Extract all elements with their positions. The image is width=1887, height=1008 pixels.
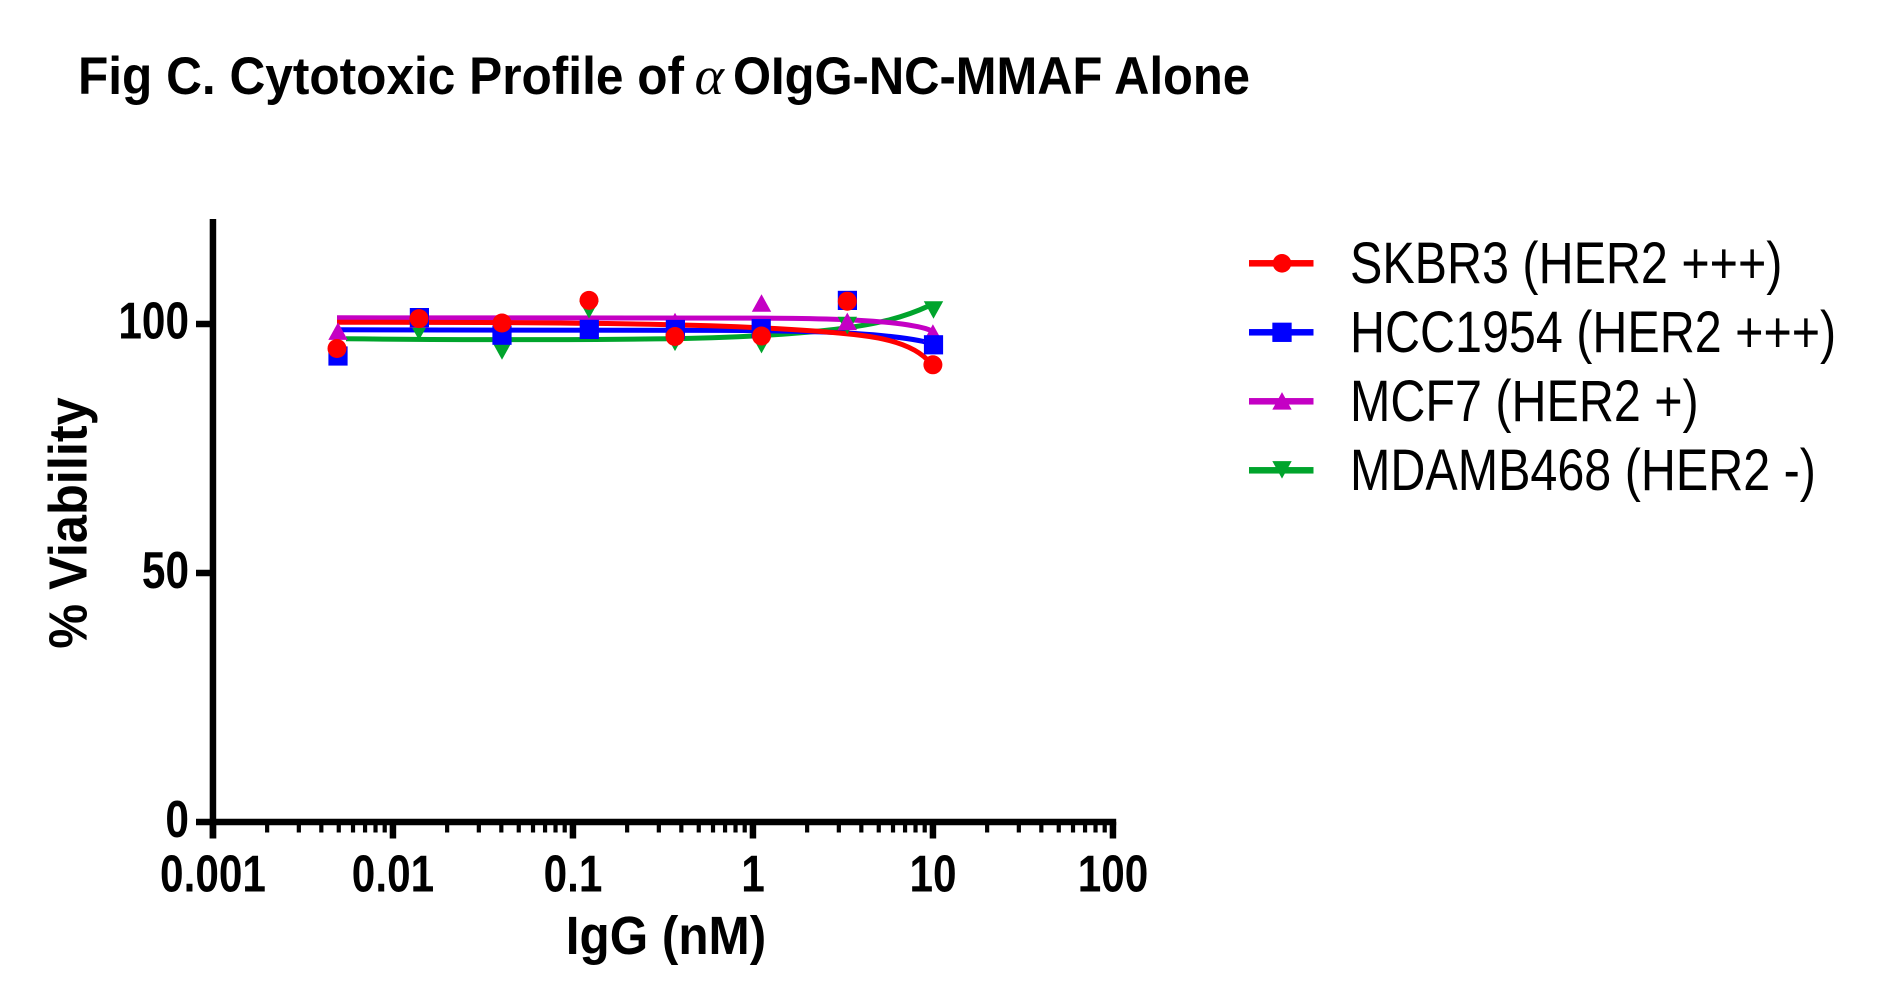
svg-text:% Viability: % Viability xyxy=(39,397,99,649)
svg-text:100: 100 xyxy=(118,292,189,350)
svg-text:IgG (nM): IgG (nM) xyxy=(566,907,766,966)
svg-text:0.1: 0.1 xyxy=(544,845,603,903)
svg-text:MDAMB468 (HER2 -): MDAMB468 (HER2 -) xyxy=(1350,438,1816,503)
svg-text:100: 100 xyxy=(1078,845,1149,903)
svg-text:1: 1 xyxy=(741,845,765,903)
svg-text:MCF7 (HER2 +): MCF7 (HER2 +) xyxy=(1350,369,1699,434)
svg-text:OIgG-NC-MMAF Alone: OIgG-NC-MMAF Alone xyxy=(733,47,1250,106)
svg-text:SKBR3 (HER2 +++): SKBR3 (HER2 +++) xyxy=(1350,231,1782,296)
svg-text:10: 10 xyxy=(909,845,956,903)
svg-text:0: 0 xyxy=(165,790,189,848)
svg-text:50: 50 xyxy=(142,541,189,599)
svg-text:α: α xyxy=(695,46,726,106)
svg-text:HCC1954 (HER2 +++): HCC1954 (HER2 +++) xyxy=(1350,300,1836,365)
svg-text:0.01: 0.01 xyxy=(352,845,434,903)
svg-text:Fig C. Cytotoxic Profile of: Fig C. Cytotoxic Profile of xyxy=(78,47,684,106)
svg-text:0.001: 0.001 xyxy=(160,845,266,903)
